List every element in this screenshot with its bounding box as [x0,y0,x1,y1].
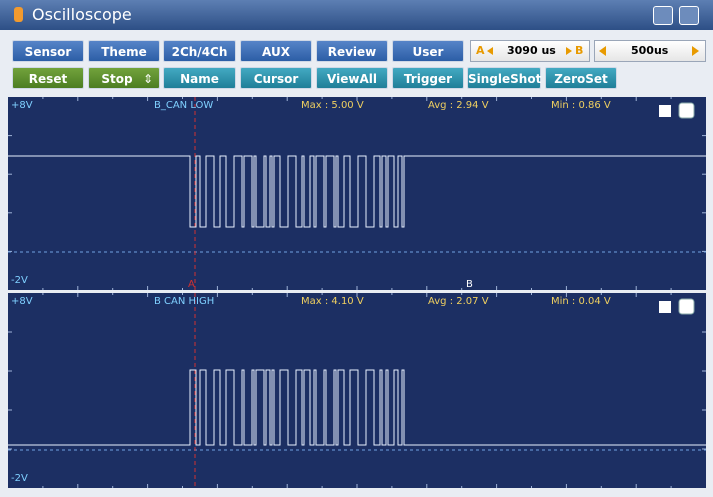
cursor-panel: A 3090 us B [470,40,590,62]
plot-background [8,97,706,290]
plot-background [8,293,706,488]
cursor-a-label[interactable]: A [476,44,485,57]
marker-a: A [188,279,195,290]
channel-name: B_CAN LOW [154,100,213,111]
range-bottom: -2V [11,473,28,484]
timebase-up[interactable] [692,46,699,56]
waveform [8,369,706,446]
range-bottom: -2V [11,275,28,286]
avg-value: Avg : 2.94 V [428,100,489,111]
range-top: +8V [11,100,33,111]
app-title: Oscilloscope [32,5,132,24]
toolbar-button[interactable]: ZeroSet [545,67,617,89]
toolbar-button[interactable]: 2Ch/4Ch [163,40,236,62]
range-top: +8V [11,296,33,307]
marker-b: B [466,279,473,290]
toolbar-button[interactable]: Name [163,67,236,89]
window-button[interactable] [679,6,699,25]
arrow-right[interactable] [566,47,572,55]
checkbox[interactable] [678,298,695,315]
min-value: Min : 0.86 V [551,100,611,111]
toolbar-button[interactable]: Cursor [240,67,312,89]
toolbar-button[interactable]: Reset [12,67,84,89]
channel-name: B CAN HIGH [154,296,214,307]
timebase-value: 500us [631,44,669,57]
cursor-b-label[interactable]: B [575,44,584,57]
toolbar-button[interactable]: Theme [88,40,160,62]
checkbox[interactable] [659,301,671,313]
checkbox[interactable] [678,102,695,119]
toolbar-button[interactable]: Trigger [392,67,464,89]
scope-channel: +8V -2V B_CAN LOW Max : 5.00 V Avg : 2.94 V M… [8,97,706,290]
toolbar-button[interactable]: Sensor [12,40,84,62]
spinner-icon: ⇕ [142,72,153,86]
window-button[interactable] [653,6,673,25]
arrow-left[interactable] [487,47,493,55]
toolbar-button[interactable]: Stop ⇕ [88,67,160,89]
avg-value: Avg : 2.07 V [428,296,489,307]
checkbox[interactable] [659,105,671,117]
scope-channel: +8V -2V B CAN HIGH Max : 4.10 V Avg : 2.07 V… [8,293,706,488]
toolbar-button[interactable]: ViewAll [316,67,388,89]
waveform [8,155,706,228]
title-bar: Oscilloscope [0,0,713,30]
toolbar-button[interactable]: User Setting [392,40,464,81]
timebase-panel: 500us [594,40,706,62]
min-value: Min : 0.04 V [551,296,611,307]
cursor-value: 3090 us [507,44,556,57]
max-value: Max : 4.10 V [301,296,364,307]
timebase-down[interactable] [599,46,606,56]
toolbar-button[interactable]: AUX [240,40,312,62]
max-value: Max : 5.00 V [301,100,364,111]
app-icon [14,7,23,22]
toolbar-button[interactable]: Review [316,40,388,62]
toolbar-button[interactable]: SingleShot [467,67,541,89]
